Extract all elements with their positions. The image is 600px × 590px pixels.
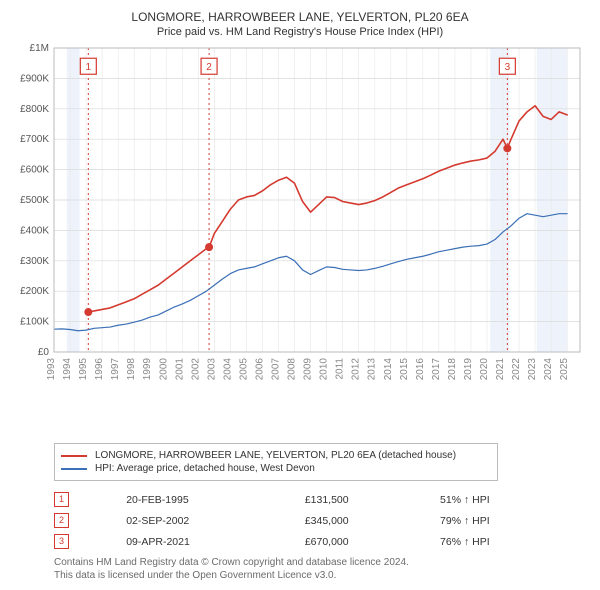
sale-delta: 76% ↑ HPI bbox=[440, 531, 588, 552]
svg-text:2014: 2014 bbox=[383, 358, 394, 381]
svg-text:2018: 2018 bbox=[447, 358, 458, 381]
title-sub: Price paid vs. HM Land Registry's House … bbox=[12, 26, 588, 38]
sale-date: 20-FEB-1995 bbox=[126, 489, 305, 510]
svg-text:2019: 2019 bbox=[463, 358, 474, 381]
svg-text:2001: 2001 bbox=[174, 358, 185, 381]
legend-label-hpi: HPI: Average price, detached house, West… bbox=[95, 463, 315, 474]
svg-text:£200K: £200K bbox=[20, 286, 49, 297]
price-chart: £0 £100K £200K £300K £400K £500K £600K £700K £80… bbox=[12, 42, 588, 392]
svg-text:2009: 2009 bbox=[303, 358, 314, 381]
svg-text:2013: 2013 bbox=[367, 358, 378, 381]
svg-text:£800K: £800K bbox=[20, 104, 49, 115]
svg-text:1999: 1999 bbox=[142, 358, 153, 381]
svg-text:2008: 2008 bbox=[287, 358, 298, 381]
svg-text:1996: 1996 bbox=[94, 358, 105, 381]
sale-delta: 51% ↑ HPI bbox=[440, 489, 588, 510]
svg-text:£100K: £100K bbox=[20, 317, 49, 328]
sale-date: 02-SEP-2002 bbox=[126, 510, 305, 531]
svg-text:2007: 2007 bbox=[271, 358, 282, 381]
sale-date: 09-APR-2021 bbox=[126, 531, 305, 552]
sale-marker-badge: 2 bbox=[54, 513, 69, 528]
svg-text:2023: 2023 bbox=[527, 358, 538, 381]
sale-delta: 79% ↑ HPI bbox=[440, 510, 588, 531]
table-row: 2 02-SEP-2002£345,00079% ↑ HPI bbox=[54, 510, 588, 531]
svg-text:2017: 2017 bbox=[431, 358, 442, 381]
sales-table: 1 20-FEB-1995£131,50051% ↑ HPI 2 02-SEP-200… bbox=[54, 489, 588, 552]
sale-price: £670,000 bbox=[305, 531, 440, 552]
table-row: 1 20-FEB-1995£131,50051% ↑ HPI bbox=[54, 489, 588, 510]
svg-text:2024: 2024 bbox=[543, 358, 554, 381]
svg-text:£1M: £1M bbox=[30, 43, 49, 54]
svg-text:2012: 2012 bbox=[351, 358, 362, 381]
legend-swatch-property bbox=[61, 455, 87, 457]
svg-text:2002: 2002 bbox=[190, 358, 201, 381]
svg-text:2005: 2005 bbox=[238, 358, 249, 381]
svg-text:2015: 2015 bbox=[399, 358, 410, 381]
svg-text:2020: 2020 bbox=[479, 358, 490, 381]
table-row: 3 09-APR-2021£670,00076% ↑ HPI bbox=[54, 531, 588, 552]
svg-text:1994: 1994 bbox=[62, 358, 73, 381]
svg-text:2025: 2025 bbox=[559, 358, 570, 381]
svg-text:2011: 2011 bbox=[335, 358, 346, 380]
svg-text:1993: 1993 bbox=[46, 358, 57, 381]
sale-marker-badge: 1 bbox=[54, 492, 69, 507]
svg-text:£0: £0 bbox=[38, 347, 50, 358]
svg-text:1: 1 bbox=[86, 62, 92, 73]
svg-text:2: 2 bbox=[206, 62, 212, 73]
legend-swatch-hpi bbox=[61, 468, 87, 470]
legend: LONGMORE, HARROWBEER LANE, YELVERTON, PL… bbox=[54, 443, 498, 481]
title-main: LONGMORE, HARROWBEER LANE, YELVERTON, PL… bbox=[12, 10, 588, 24]
svg-text:2006: 2006 bbox=[254, 358, 265, 381]
svg-text:2000: 2000 bbox=[158, 358, 169, 381]
sale-price: £345,000 bbox=[305, 510, 440, 531]
svg-text:£600K: £600K bbox=[20, 165, 49, 176]
svg-text:1995: 1995 bbox=[78, 358, 89, 381]
svg-text:2003: 2003 bbox=[206, 358, 217, 381]
svg-text:2022: 2022 bbox=[511, 358, 522, 381]
sale-marker-badge: 3 bbox=[54, 534, 69, 549]
footnote-line1: Contains HM Land Registry data © Crown c… bbox=[54, 556, 588, 569]
legend-label-property: LONGMORE, HARROWBEER LANE, YELVERTON, PL… bbox=[95, 450, 456, 461]
footnote: Contains HM Land Registry data © Crown c… bbox=[54, 556, 588, 582]
svg-text:£500K: £500K bbox=[20, 195, 49, 206]
sale-price: £131,500 bbox=[305, 489, 440, 510]
svg-text:1997: 1997 bbox=[110, 358, 121, 381]
svg-text:3: 3 bbox=[505, 62, 511, 73]
svg-text:£300K: £300K bbox=[20, 256, 49, 267]
chart-area: £0 £100K £200K £300K £400K £500K £600K £700K £80… bbox=[12, 42, 588, 437]
svg-text:2004: 2004 bbox=[222, 358, 233, 381]
svg-text:£400K: £400K bbox=[20, 225, 49, 236]
svg-text:1998: 1998 bbox=[126, 358, 137, 381]
svg-text:£700K: £700K bbox=[20, 134, 49, 145]
footnote-line2: This data is licensed under the Open Gov… bbox=[54, 569, 588, 582]
svg-text:£900K: £900K bbox=[20, 73, 49, 84]
svg-text:2016: 2016 bbox=[415, 358, 426, 381]
svg-text:2010: 2010 bbox=[319, 358, 330, 381]
svg-text:2021: 2021 bbox=[495, 358, 506, 381]
